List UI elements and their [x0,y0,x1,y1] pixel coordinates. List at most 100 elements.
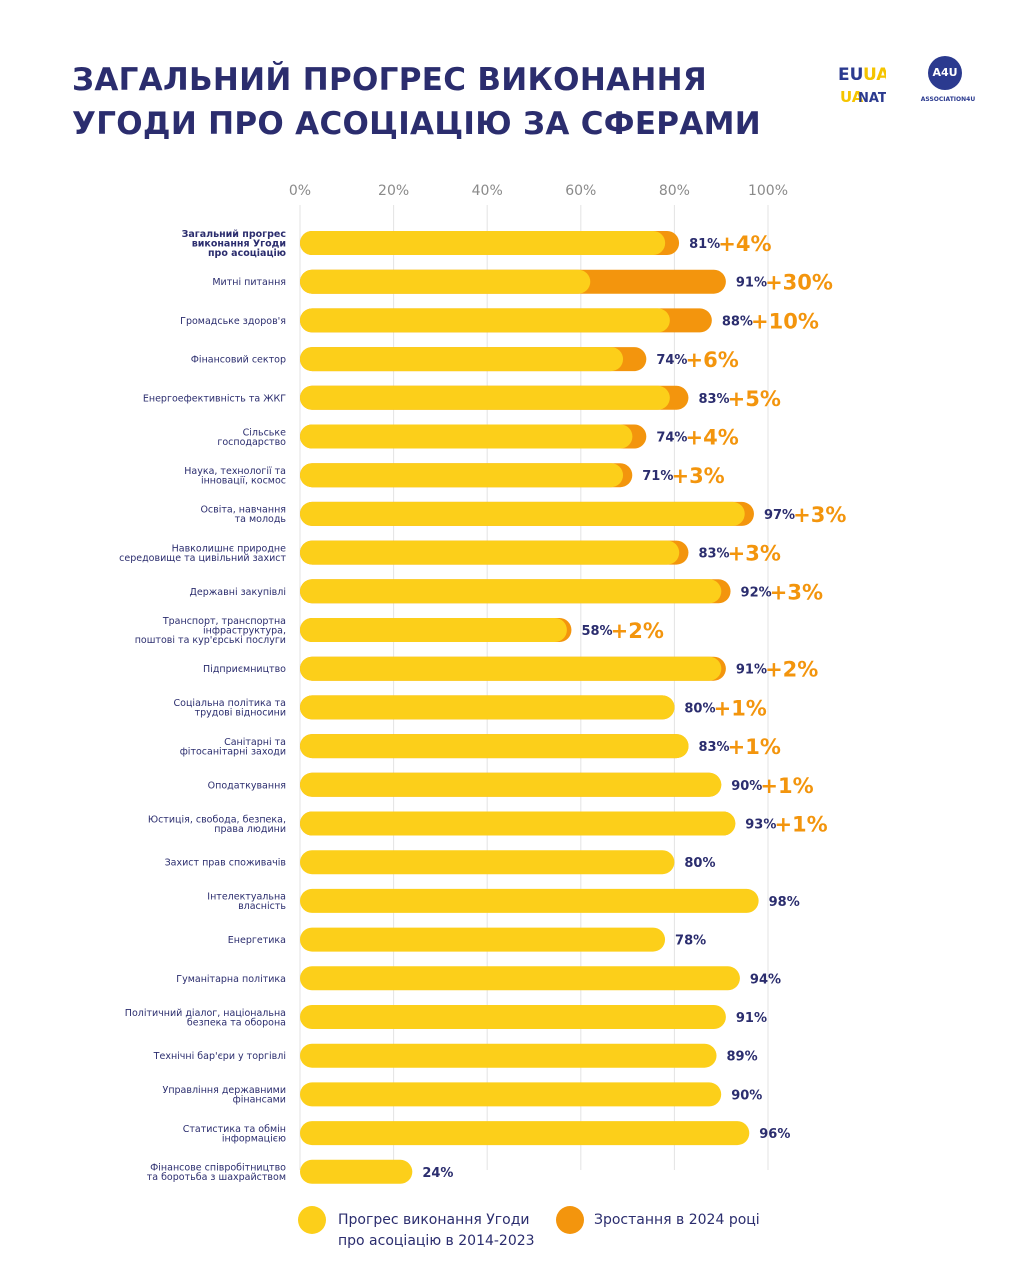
bar-value-label: 92% [741,585,772,600]
x-tick-label: 60% [565,183,596,199]
bar-value-label: 71% [642,469,673,484]
category-label-line: Юстиція, свобода, безпека, [148,814,286,825]
category-label: Управління державними фінансами [163,1085,286,1106]
bar-value-label: 83% [698,392,729,407]
bar-value-label: 74% [656,353,687,368]
legend-swatch-base [298,1206,326,1234]
bar-value-label: 24% [422,1166,453,1181]
x-tick-label: 80% [659,183,690,199]
category-label-line: та молодь [235,514,287,525]
category-label: Юстиція, свобода, безпека, права людини [148,814,286,835]
category-label: Енергетика [228,935,286,946]
category-label: Освіта, навчання та молодь [200,505,286,526]
bar-value-label: 91% [736,663,767,678]
bar-value-label: 81% [689,237,720,252]
category-label-line: Освіта, навчання [200,505,286,516]
category-label-line: Митні питання [212,277,286,288]
category-label: Енергоефективність та ЖКГ [143,393,286,404]
category-label-line: Транспорт, транспортна [162,616,286,627]
x-tick-label: 40% [472,183,503,199]
bar-increase-label: +3% [770,580,823,604]
page-title: ЗАГАЛЬНИЙ ПРОГРЕС ВИКОНАННЯ УГОДИ ПРО АС… [72,58,761,146]
bar-value-label: 74% [656,431,687,446]
category-label: Фінансовий сектор [191,355,286,366]
category-label-line: про асоціацію [208,248,286,259]
page-title-line-2: УГОДИ ПРО АСОЦІАЦІЮ ЗА СФЕРАМИ [72,106,762,142]
bar-value-label: 78% [675,934,706,949]
category-label-line: Технічні бар'єри у торгівлі [153,1051,286,1062]
bar-value-label: 96% [759,1127,790,1142]
category-label-line: Загальний прогрес [182,229,286,240]
association4u-mark: A4U [928,56,962,90]
bar-increase-label: +3% [671,464,724,488]
category-label-line: Енергоефективність та ЖКГ [143,393,286,404]
category-label: Технічні бар'єри у торгівлі [153,1051,286,1062]
category-label-line: Санітарні та [224,737,286,748]
bar-increase-label: +1% [728,735,781,759]
category-label-line: трудові відносини [195,708,286,719]
category-label-line: Підприємництво [203,664,286,675]
category-label-line: права людини [214,824,286,835]
bar-base-2014-2023 [300,385,670,410]
bar-increase-label: +3% [728,542,781,566]
legend-label-base-line-2: про асоціацію в 2014-2023 [338,1233,535,1249]
bar-value-label: 58% [581,624,612,639]
category-label-line: Державні закупівлі [189,587,286,598]
association4u-wordmark: ASSOCIATION4U [920,96,976,103]
category-label: Наука, технології та інновації, космос [184,466,286,487]
category-label-line: інформацією [222,1133,286,1144]
bar-base-2014-2023 [300,1121,750,1146]
legend-swatch-increase [556,1206,584,1234]
x-tick-label: 0% [289,183,311,199]
bar-base-2014-2023 [300,888,759,913]
category-label: Гуманітарна політика [176,974,286,985]
bar-base-2014-2023 [300,463,624,488]
category-label: Політичний діалог, національна безпека та… [125,1008,286,1029]
bar-base-2014-2023 [300,308,670,333]
bar-base-2014-2023 [300,734,689,759]
category-label-line: Фінансовий сектор [191,355,286,366]
bar-increase-label: +1% [760,774,813,798]
category-label: Державні закупівлі [189,587,286,598]
legend-label-base: Прогрес виконання Угоди про асоціацію в … [338,1210,535,1252]
category-label: Санітарні та фітосанітарні заходи [180,737,286,758]
bar-base-2014-2023 [300,540,680,565]
bar-base-2014-2023 [300,656,722,681]
bar-base-2014-2023 [300,772,722,797]
bar-value-label: 91% [736,276,767,291]
category-label-line: Енергетика [228,935,286,946]
category-label-line: Наука, технології та [184,466,286,477]
bar-base-2014-2023 [300,618,567,642]
bar-value-label: 88% [722,314,753,329]
category-label-line: господарство [217,437,286,448]
bar-value-label: 90% [731,1088,762,1103]
category-label: Сільське господарство [217,427,286,448]
bar-value-label: 83% [698,740,729,755]
bar-value-label: 83% [698,547,729,562]
category-label: Інтелектуальна власність [207,892,286,913]
bar-base-2014-2023 [300,1159,413,1184]
category-label-line: поштові та кур'єрські послуги [135,635,286,646]
bar-value-label: 89% [727,1050,758,1065]
category-label-line: середовище та цивільний захист [119,553,286,564]
category-label: Митні питання [212,277,286,288]
category-label-line: фітосанітарні заходи [180,746,286,757]
category-label-line: Соціальна політика та [174,698,286,709]
bar-value-label: 93% [745,818,776,833]
association4u-logo: A4U ASSOCIATION4U [916,56,980,112]
bar-base-2014-2023 [300,269,591,294]
bar-base-2014-2023 [300,850,675,875]
bar-value-label: 94% [750,972,781,987]
category-label: Оподаткування [208,780,286,791]
category-label-line: Фінансове співробітництво [150,1163,286,1174]
svg-text:EU: EU [838,65,863,85]
category-label-line: Захист прав споживачів [165,858,287,869]
bar-increase-label: +6% [686,348,739,372]
category-label-line: Статистика та обмін [183,1124,286,1135]
bar-increase-label: +4% [718,232,771,256]
category-label: Навколишнє природне середовище та цивільн… [119,543,286,564]
bar-value-label: 98% [769,895,800,910]
svg-text:UA: UA [840,88,864,106]
eu-ua-nato-logo: EU UA UA NATO [838,65,886,106]
bar-base-2014-2023 [300,695,675,720]
